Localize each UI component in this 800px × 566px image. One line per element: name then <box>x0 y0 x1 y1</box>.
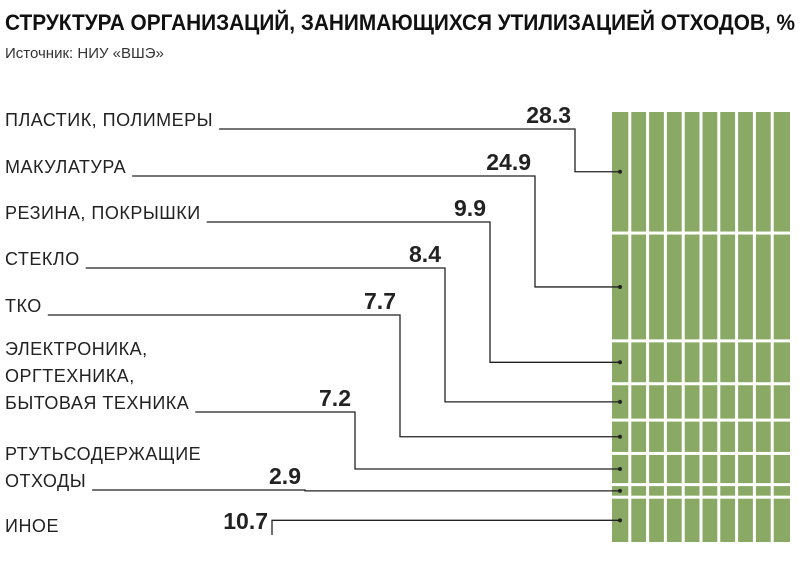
leader-line <box>195 411 620 470</box>
leader-dot <box>618 284 622 289</box>
value-label: 28.3 <box>526 102 571 128</box>
value-label: 9.9 <box>454 195 486 221</box>
leader-line <box>85 267 620 403</box>
leader-line <box>271 519 620 535</box>
leader-dot <box>618 488 622 493</box>
category-label: ИНОЕ <box>5 516 59 536</box>
category-label: РЕЗИНА, ПОКРЫШКИ <box>5 203 201 223</box>
category-label: ОРГТЕХНИКА, <box>5 366 135 386</box>
leader-line <box>219 128 620 173</box>
category-label: ПЛАСТИК, ПОЛИМЕРЫ <box>5 110 213 130</box>
leader-dot <box>618 169 622 174</box>
leader-dot <box>618 467 622 472</box>
category-label: ОТХОДЫ <box>5 471 86 491</box>
category-label: БЫТОВАЯ ТЕХНИКА <box>5 393 189 413</box>
leader-dot <box>618 360 622 365</box>
category-label: РТУТЬСОДЕРЖАЩИЕ <box>5 444 201 464</box>
leader-dot <box>618 399 622 404</box>
category-label: ТКО <box>5 296 42 316</box>
chart-title: СТРУКТУРА ОРГАНИЗАЦИЙ, ЗАНИМАЮЩИХСЯ УТИЛ… <box>5 10 795 35</box>
leader-dot <box>618 518 622 523</box>
category-label: ЭЛЕКТРОНИКА, <box>5 339 148 359</box>
value-label: 24.9 <box>486 149 531 175</box>
value-label: 7.7 <box>364 288 396 314</box>
chart-subtitle: Источник: НИУ «ВШЭ» <box>5 45 164 62</box>
leader-line <box>206 221 620 363</box>
value-label: 10.7 <box>223 508 268 534</box>
leader-line <box>132 175 620 288</box>
category-label: МАКУЛАТУРА <box>5 157 126 177</box>
value-label: 8.4 <box>409 241 441 267</box>
leader-line <box>47 314 620 438</box>
leader-dot <box>618 434 622 439</box>
category-label: СТЕКЛО <box>5 249 80 269</box>
leader-line <box>92 489 620 492</box>
value-label: 7.2 <box>319 385 351 411</box>
value-label: 2.9 <box>269 463 301 489</box>
